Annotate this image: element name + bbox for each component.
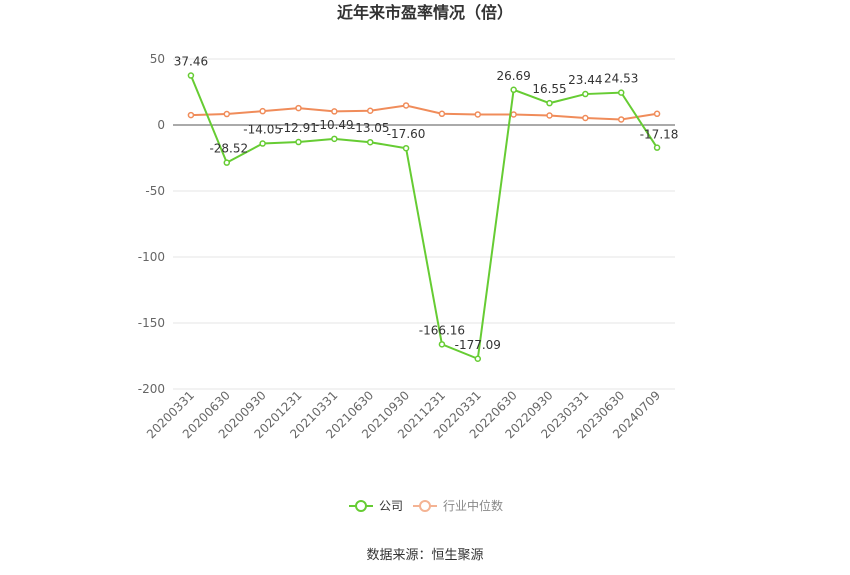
point-company[interactable] — [402, 144, 410, 152]
point-company[interactable] — [366, 138, 374, 146]
data-label-company: 23.44 — [568, 73, 602, 87]
point-industry-median[interactable] — [223, 110, 231, 118]
data-label-company: -177.09 — [455, 338, 501, 352]
point-company[interactable] — [438, 341, 446, 348]
point-industry-median[interactable] — [259, 107, 266, 115]
data-label-company: -17.18 — [640, 128, 679, 142]
point-industry-median[interactable] — [653, 110, 661, 118]
point-company[interactable] — [295, 138, 302, 146]
legend-item-industry-median[interactable]: 行业中位数 — [413, 498, 503, 513]
legend-item-company[interactable]: 公司 — [349, 499, 403, 513]
point-company[interactable] — [223, 159, 231, 166]
point-industry-median[interactable] — [510, 111, 517, 118]
point-industry-median[interactable] — [582, 114, 589, 122]
point-industry-median[interactable] — [187, 111, 195, 119]
y-tick-label: 0 — [157, 118, 165, 132]
data-label-company: 37.46 — [174, 55, 208, 69]
legend: 公司 行业中位数 — [349, 498, 503, 513]
chart-title: 近年来市盈率情况（倍） — [337, 3, 513, 22]
point-company[interactable] — [259, 140, 266, 147]
point-company[interactable] — [331, 135, 338, 143]
point-industry-median[interactable] — [402, 102, 410, 109]
data-label-company: -166.16 — [419, 323, 465, 337]
point-company[interactable] — [546, 99, 553, 107]
point-company[interactable] — [474, 355, 482, 363]
series-line-industry-median — [190, 104, 658, 121]
point-company[interactable] — [582, 90, 589, 98]
legend-industry-marker — [419, 500, 431, 512]
series-line-company — [190, 75, 658, 361]
point-company[interactable] — [187, 72, 195, 79]
point-company[interactable] — [617, 89, 625, 96]
point-industry-median[interactable] — [366, 107, 374, 114]
y-tick-label: 50 — [150, 52, 165, 66]
legend-company-marker — [355, 500, 367, 512]
point-industry-median[interactable] — [438, 110, 446, 118]
point-company[interactable] — [653, 144, 661, 151]
data-source-note: 数据来源：恒生聚源 — [366, 548, 483, 563]
data-label-company: -28.52 — [209, 142, 248, 156]
data-labels: 37.46 -28.52 -14.05-12.91-10.49-13.05-17.6… — [174, 55, 679, 352]
data-label-company: -13.05 — [351, 121, 390, 135]
y-tick-label: -100 — [138, 250, 165, 264]
point-industry-median[interactable] — [546, 112, 553, 119]
y-tick-label: -150 — [138, 316, 165, 330]
data-label-company: 16.55 — [532, 82, 566, 96]
legend-company-label: 公司 — [379, 499, 403, 513]
point-company[interactable] — [510, 86, 517, 94]
data-label-company: -12.91 — [279, 121, 318, 135]
point-industry-median[interactable] — [331, 108, 338, 115]
legend-industry-label: 行业中位数 — [443, 498, 503, 513]
y-tick-label: -200 — [138, 382, 165, 396]
x-axis: 2020033120200630202009302020123120210331… — [144, 388, 663, 441]
data-label-company: 24.53 — [604, 72, 638, 86]
point-industry-median[interactable] — [617, 116, 625, 123]
grid-lines — [173, 58, 675, 390]
y-tick-label: -50 — [145, 184, 165, 198]
data-label-company: -10.49 — [315, 118, 354, 132]
point-industry-median[interactable] — [474, 111, 482, 118]
data-label-company: -17.60 — [387, 127, 426, 141]
series-layer — [187, 72, 661, 363]
point-industry-median[interactable] — [295, 104, 302, 112]
data-label-company: 26.69 — [496, 69, 530, 83]
y-axis: 50 0 -50 -100 -150 -200 — [138, 52, 165, 396]
data-label-company: -14.05 — [243, 123, 282, 137]
